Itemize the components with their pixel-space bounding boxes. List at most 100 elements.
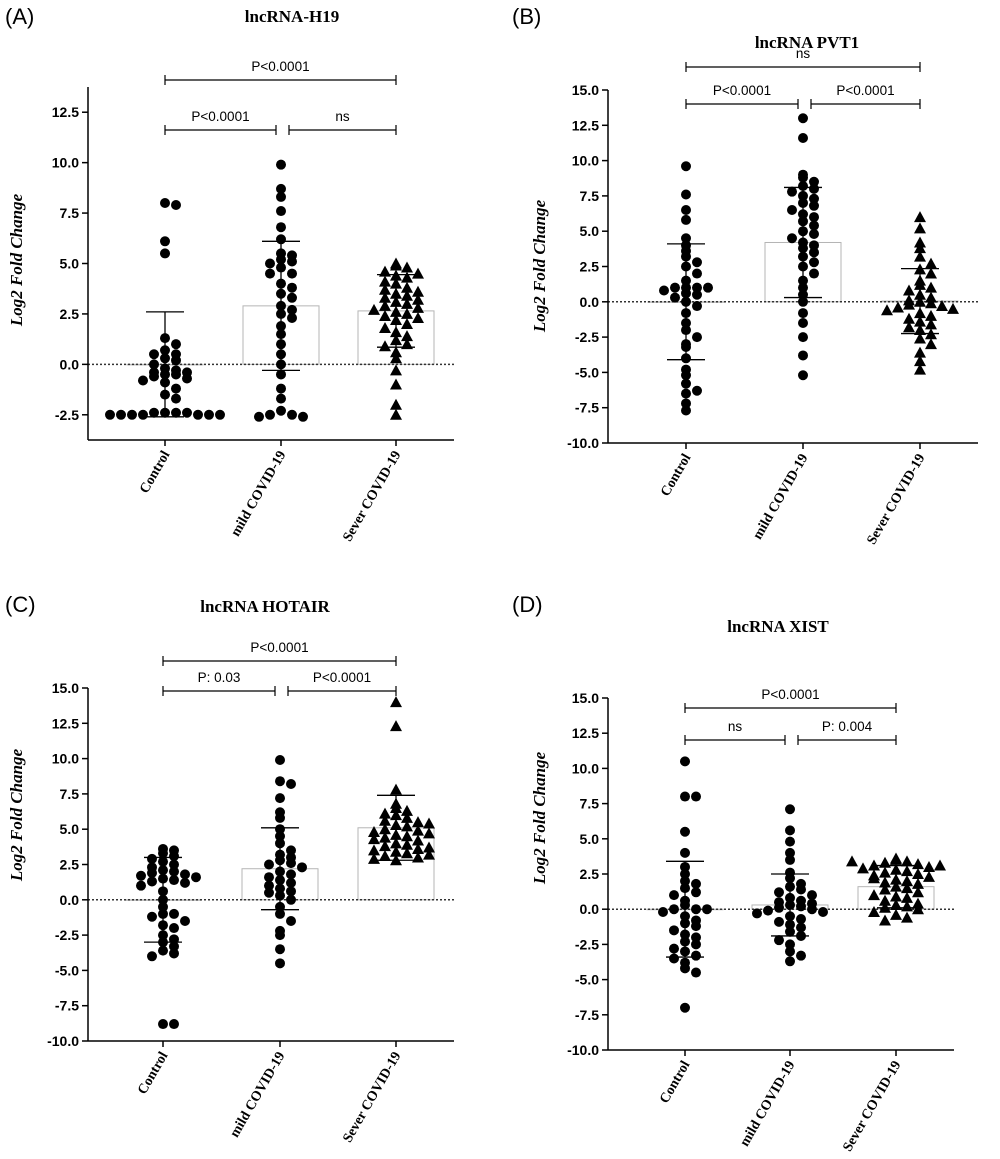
data-point: [180, 877, 190, 888]
data-point-triangle: [379, 850, 391, 862]
data-point-triangle: [423, 841, 435, 853]
data-point: [275, 944, 285, 955]
data-point: [276, 369, 286, 380]
x-tick-label: Sever COVID-19: [340, 449, 404, 545]
y-tick-label: 12.5: [52, 104, 79, 120]
data-point: [276, 405, 286, 416]
data-point: [160, 197, 170, 208]
data-point: [264, 859, 274, 870]
plot-area-b: -10.0 -7.5 -5.0 -2.5 0.0 2.5 5.0 7.5 10.0 12.5 15.…: [567, 46, 978, 547]
data-point: [286, 845, 296, 856]
data-point: [670, 292, 680, 303]
data-point: [276, 206, 286, 217]
data-point-triangle: [412, 816, 424, 828]
data-point-triangle: [925, 281, 937, 293]
data-point-triangle: [390, 398, 402, 410]
data-point: [691, 887, 701, 898]
data-point: [785, 804, 795, 815]
data-point-triangle: [912, 886, 924, 898]
data-point: [691, 939, 701, 950]
data-point: [785, 854, 795, 865]
data-point-triangle: [379, 823, 391, 835]
y-tick-label: 15.0: [572, 82, 599, 98]
data-point-triangle: [912, 897, 924, 909]
data-point: [798, 317, 808, 328]
data-point: [160, 236, 170, 247]
data-point: [798, 370, 808, 381]
data-point: [752, 908, 762, 919]
y-tick-label: 5.0: [580, 223, 600, 239]
x-tick-label: mild COVID-19: [737, 1059, 798, 1150]
data-point: [264, 880, 274, 891]
data-point-triangle: [901, 891, 913, 903]
data-point-triangle: [401, 847, 413, 859]
data-point-triangle: [412, 824, 424, 836]
y-tick-label: 5.0: [60, 256, 80, 272]
data-point-triangle: [379, 309, 391, 321]
data-point: [136, 870, 146, 881]
panel-a: (A) lncRNA-H19 Log2 Fold Change -2.5 0.0 2…: [5, 4, 454, 544]
data-point-triangle: [401, 281, 413, 293]
data-point: [774, 935, 784, 946]
x-tick-label: mild COVID-19: [228, 449, 289, 540]
y-tick-label: 0.0: [580, 294, 600, 310]
data-point: [681, 405, 691, 416]
y-tick-label: 10.0: [52, 155, 79, 171]
data-point-triangle: [390, 259, 402, 271]
data-point-triangle: [412, 834, 424, 846]
data-point: [658, 907, 668, 918]
data-point: [275, 958, 285, 969]
data-point: [169, 908, 179, 919]
data-point-triangle: [925, 297, 937, 309]
data-point-triangle: [423, 848, 435, 860]
y-tick-label: -5.0: [55, 962, 79, 978]
significance-label: P<0.0001: [836, 83, 894, 98]
data-point: [169, 941, 179, 952]
y-axis-label: Log2 Fold Change: [7, 193, 26, 327]
data-point: [680, 791, 690, 802]
y-tick-label: 0.0: [60, 892, 80, 908]
data-point-triangle: [901, 911, 913, 923]
data-point: [287, 268, 297, 279]
y-tick-label: 15.0: [52, 680, 79, 696]
data-point-triangle: [914, 236, 926, 248]
data-point: [136, 880, 146, 891]
y-tick-label: -2.5: [55, 927, 79, 943]
data-point: [276, 222, 286, 233]
x-tick-label: Control: [658, 451, 694, 499]
data-point-triangle: [379, 814, 391, 826]
data-point: [692, 257, 702, 268]
data-point-triangle: [846, 855, 858, 867]
y-tick-label: 12.5: [52, 715, 79, 731]
data-point: [785, 847, 795, 858]
x-tick-label: mild COVID-19: [750, 452, 811, 543]
data-point-triangle: [890, 853, 902, 865]
data-point-triangle: [912, 903, 924, 915]
significance-label: P<0.0001: [713, 83, 771, 98]
x-tick-label: mild COVID-19: [227, 1050, 288, 1141]
data-point: [692, 385, 702, 396]
data-point: [763, 905, 773, 916]
y-tick-label: 2.5: [580, 866, 600, 882]
data-point: [287, 292, 297, 303]
data-point: [116, 409, 126, 420]
data-point-triangle: [379, 283, 391, 295]
data-point-triangle: [903, 284, 915, 296]
data-point: [147, 853, 157, 864]
data-point: [692, 332, 702, 343]
data-point: [669, 904, 679, 915]
data-point: [169, 948, 179, 959]
data-point-triangle: [914, 242, 926, 254]
data-point: [785, 946, 795, 957]
data-point: [659, 285, 669, 296]
data-point: [774, 887, 784, 898]
data-point: [275, 812, 285, 823]
data-point: [669, 943, 679, 954]
data-point: [180, 915, 190, 926]
data-point: [182, 407, 192, 418]
plot-area-a: -2.5 0.0 2.5 5.0 7.5 10.0 12.5 Control mild COVI…: [52, 59, 454, 544]
y-tick-label: 7.5: [580, 796, 600, 812]
data-point: [691, 950, 701, 961]
data-point-triangle: [881, 304, 893, 316]
data-point-triangle: [401, 804, 413, 816]
